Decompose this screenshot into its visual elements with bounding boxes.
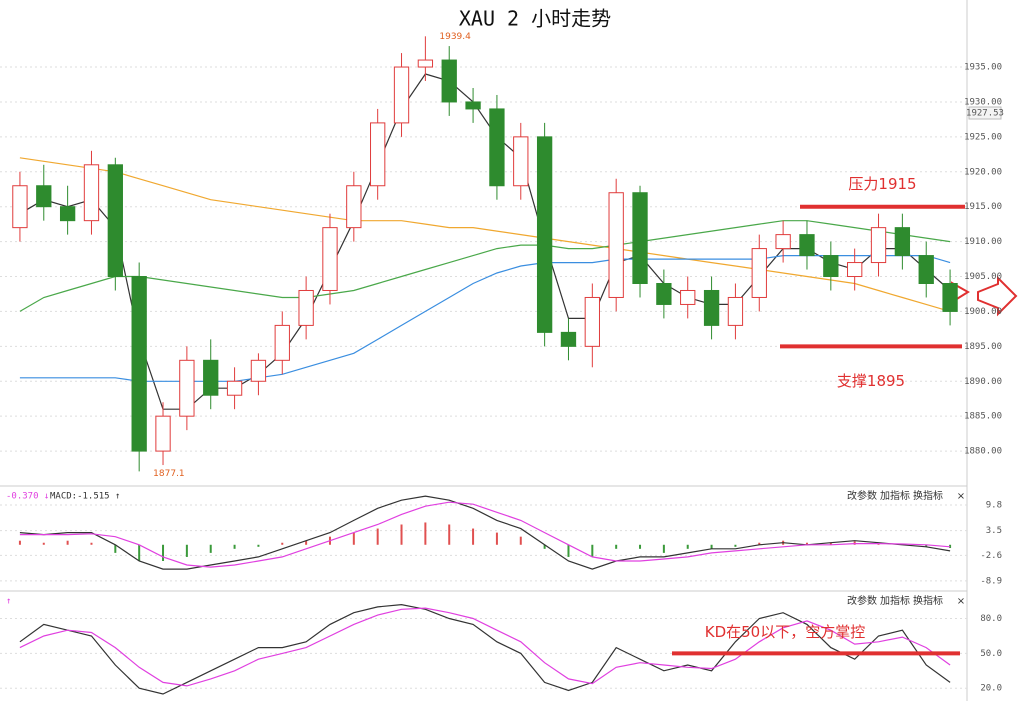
candle-body	[489, 108, 505, 187]
last-price-label: 1927.53	[966, 109, 1004, 119]
y-tick-label: 1885.00	[964, 412, 1002, 422]
indicator-line	[19, 501, 951, 568]
candle-body	[226, 380, 243, 396]
chart-title: XAU 2 小时走势	[459, 7, 611, 31]
panel-header: -0.370 ↓	[6, 492, 49, 502]
candle-body	[632, 192, 648, 284]
toolbar-button[interactable]: 换指标	[913, 489, 943, 502]
candle-body	[680, 289, 696, 305]
candle-body	[322, 227, 338, 291]
toolbar-button[interactable]: 加指标	[880, 594, 910, 607]
candle-body	[36, 185, 52, 208]
annotation: KD在50以下，空方掌控	[705, 623, 865, 641]
indicator-line	[19, 255, 951, 382]
y-tick-label: -8.9	[980, 576, 1002, 586]
indicator-line	[19, 603, 951, 695]
candle-body	[441, 59, 457, 103]
toolbar-button[interactable]: 改参数	[847, 594, 877, 607]
candle-body	[918, 255, 934, 285]
candle-body	[608, 192, 624, 298]
y-tick-label: 1915.00	[964, 202, 1002, 212]
arrow-icon	[977, 275, 1018, 317]
y-tick-label: 20.0	[980, 684, 1002, 694]
candle-body	[870, 227, 887, 264]
candle-body	[513, 136, 529, 187]
candle-body	[298, 289, 314, 326]
indicator-line	[19, 157, 951, 312]
candle-body	[751, 248, 767, 298]
y-tick-label: 1900.00	[964, 307, 1002, 317]
panel-header: ↑	[6, 597, 11, 607]
last-price-box	[968, 106, 1002, 120]
y-tick-label: 1890.00	[964, 377, 1002, 387]
y-tick-label: 1895.00	[964, 342, 1002, 352]
y-tick-label: 50.0	[980, 649, 1002, 659]
y-tick-label: 1920.00	[964, 167, 1002, 177]
candle-body	[703, 289, 720, 326]
candle-body	[560, 331, 577, 347]
candle-body	[823, 255, 839, 278]
candle-body	[847, 262, 863, 278]
candle-body	[12, 185, 28, 229]
y-tick-label: 1930.00	[964, 97, 1002, 107]
candle-body	[155, 415, 171, 452]
y-tick-label: 1910.00	[964, 237, 1002, 247]
indicator-line	[19, 495, 951, 570]
indicator-line	[19, 73, 951, 410]
candle-body	[942, 283, 958, 312]
candle-body	[274, 324, 290, 361]
toolbar-button[interactable]: 改参数	[847, 489, 877, 502]
candle-body	[131, 276, 147, 452]
y-tick-label: -2.6	[980, 551, 1002, 561]
annotation: 支撑1895	[837, 372, 905, 390]
candle-body	[59, 206, 76, 222]
price-label: 1939.4	[439, 32, 471, 42]
y-tick-label: 1925.00	[964, 132, 1002, 142]
candle-body	[417, 59, 434, 68]
candle-body	[894, 227, 911, 257]
toolbar-button[interactable]: ×	[957, 596, 965, 607]
candle-body	[203, 359, 219, 396]
y-tick-label: 9.8	[986, 501, 1002, 511]
toolbar-button[interactable]: 加指标	[880, 489, 910, 502]
price-label: 1877.1	[153, 469, 185, 479]
toolbar-button[interactable]: ×	[957, 491, 965, 502]
y-tick-label: 80.0	[980, 614, 1002, 624]
y-tick-label: 1880.00	[964, 447, 1002, 457]
indicator-line	[19, 607, 951, 687]
annotation: 压力1915	[848, 175, 916, 193]
candle-body	[179, 359, 195, 417]
candle-body	[393, 66, 410, 124]
candle-body	[107, 164, 123, 278]
candle-body	[727, 296, 744, 326]
candle-body	[656, 283, 672, 305]
candle-body	[536, 136, 553, 333]
candle-body	[83, 164, 100, 222]
y-tick-label: 1905.00	[964, 272, 1002, 282]
y-tick-label: 3.5	[986, 526, 1002, 536]
candle-body	[250, 359, 267, 382]
candle-body	[370, 122, 386, 187]
indicator-line	[19, 220, 951, 312]
candle-body	[775, 234, 791, 250]
candle-body	[799, 234, 815, 257]
candle-body	[346, 185, 362, 229]
toolbar-button[interactable]: 换指标	[913, 594, 943, 607]
candle-body	[584, 296, 600, 347]
panel-header: MACD:-1.515 ↑	[50, 492, 120, 502]
y-tick-label: 1935.00	[964, 63, 1002, 73]
candle-body	[465, 101, 481, 110]
